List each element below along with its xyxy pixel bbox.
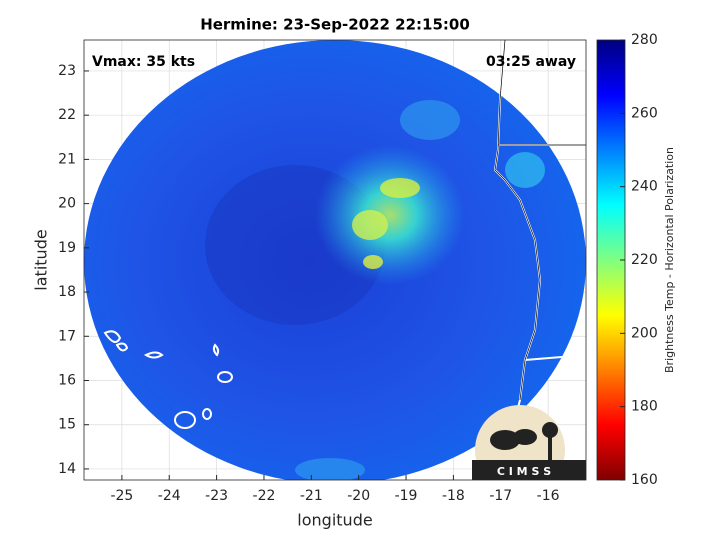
x-axis-label: longitude	[297, 511, 372, 530]
y-tick-label: 19	[58, 240, 76, 256]
x-tick-label: -19	[395, 488, 418, 504]
y-tick-label: 16	[58, 373, 76, 389]
y-tick-label: 21	[58, 151, 76, 167]
colorbar-tick-label: 180	[631, 399, 658, 415]
logo: C I M S S	[472, 405, 586, 480]
colorbar-tick-label: 260	[631, 105, 658, 121]
colorbar-tick-label: 220	[631, 252, 658, 268]
x-tick-label: -16	[537, 488, 560, 504]
y-tick-label: 18	[58, 284, 76, 300]
x-tick-label: -25	[110, 488, 133, 504]
satellite-image: C I M S S	[84, 40, 586, 480]
x-tick-label: -24	[158, 488, 181, 504]
x-tick-label: -23	[205, 488, 228, 504]
colorbar-label: Brightness Temp - Horizontal Polarizatio…	[663, 147, 676, 373]
colorbar-tick-label: 280	[631, 32, 658, 48]
annotation: 03:25 away	[486, 54, 576, 70]
y-tick-label: 22	[58, 107, 76, 123]
x-tick-label: -17	[489, 488, 512, 504]
y-tick-label: 23	[58, 63, 76, 79]
logo-text: C I M S S	[497, 465, 551, 478]
colorbar-tick-label: 160	[631, 472, 658, 488]
x-tick-label: -20	[347, 488, 370, 504]
x-tick-label: -18	[442, 488, 465, 504]
annotation: Vmax: 35 kts	[92, 54, 195, 70]
title: Hermine: 23-Sep-2022 22:15:00	[200, 16, 470, 34]
plot-frame	[83, 39, 587, 481]
y-tick-label: 14	[58, 461, 76, 477]
colorbar-tick-label: 240	[631, 179, 658, 195]
y-tick-label: 20	[58, 196, 76, 212]
y-tick-label: 17	[58, 328, 76, 344]
x-tick-label: -22	[253, 488, 276, 504]
y-tick-label: 15	[58, 417, 76, 433]
x-tick-label: -21	[300, 488, 323, 504]
colorbar-tick-label: 200	[631, 325, 658, 341]
y-axis-label: latitude	[32, 229, 51, 290]
